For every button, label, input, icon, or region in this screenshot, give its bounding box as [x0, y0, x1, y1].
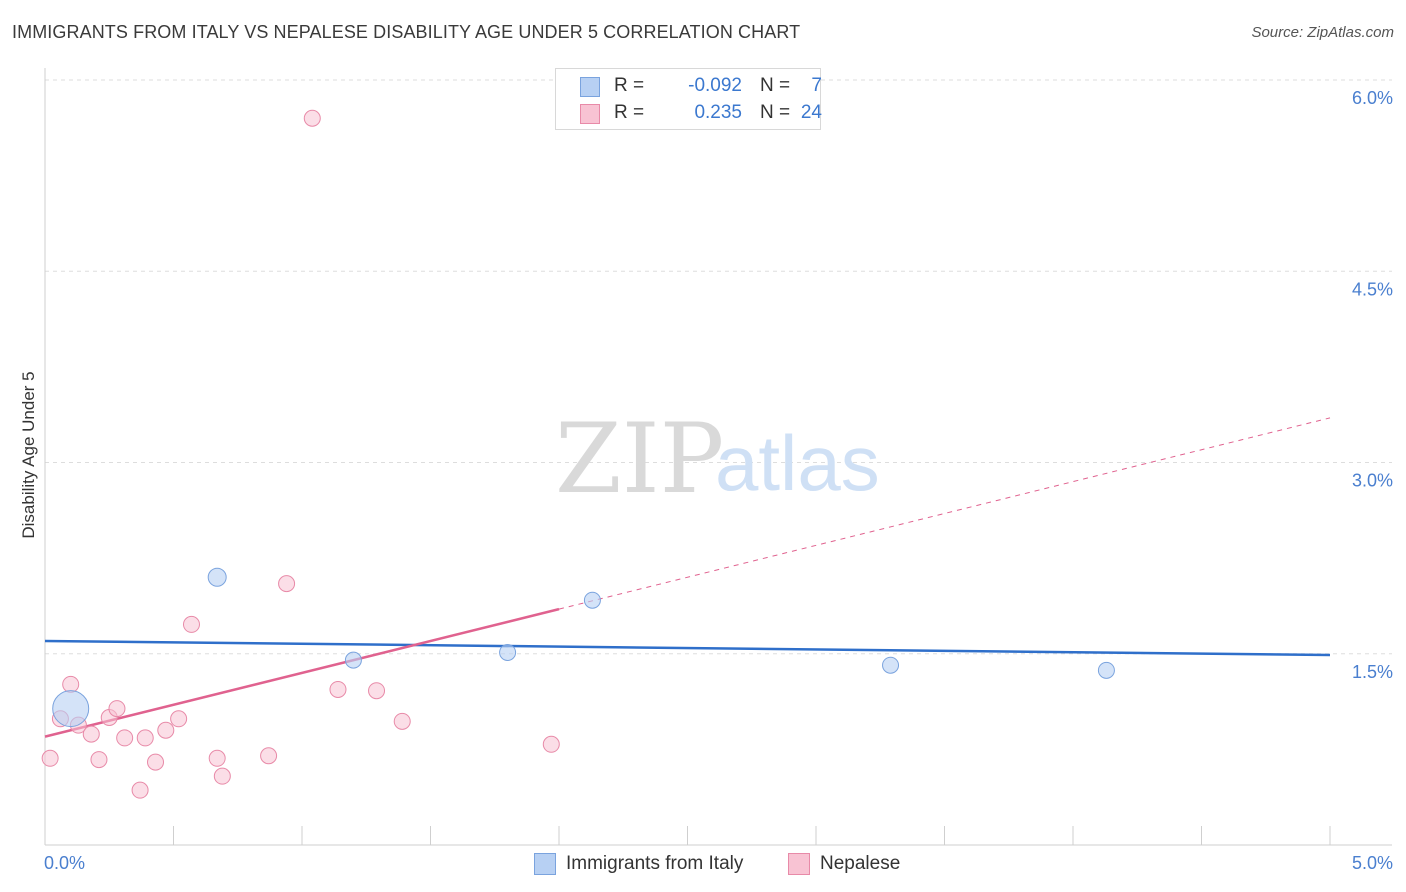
legend-n-value: 7 [811, 75, 822, 96]
y-tick-label: 1.5% [1352, 662, 1393, 682]
x-tick-label: 0.0% [44, 853, 85, 873]
data-point-italy [1097, 661, 1115, 679]
axis-layer: 1.5% 3.0% 4.5% 6.0% 0.0% 5.0% [44, 68, 1393, 873]
data-point-nepal [82, 725, 100, 743]
y-tick-label: 3.0% [1352, 471, 1393, 491]
data-point-nepal [213, 767, 231, 785]
data-point-italy [207, 567, 227, 587]
legend-r-value: 0.235 [694, 102, 742, 123]
y-tick-label: 4.5% [1352, 279, 1393, 299]
x-tick-label: 5.0% [1352, 853, 1393, 873]
trend-line-nepal [44, 607, 560, 738]
trend-layer [44, 417, 1331, 738]
bottom-legend-label-italy: Immigrants from Italy [566, 853, 744, 874]
correlation-legend: R = -0.092 N = 7 R = 0.235 N = 24 [555, 68, 822, 130]
legend-r-label: R = [614, 75, 645, 96]
bottom-legend-label-nepal: Nepalese [820, 853, 901, 874]
data-point-nepal [90, 751, 108, 769]
data-point-italy [344, 651, 362, 669]
bottom-legend-swatch-italy [534, 853, 556, 875]
data-point-nepal [368, 682, 386, 700]
legend-r-value: -0.092 [688, 75, 742, 96]
data-point-nepal [62, 675, 80, 693]
data-point-nepal [329, 680, 347, 698]
data-point-nepal [260, 747, 278, 765]
data-point-nepal [108, 700, 126, 718]
data-point-nepal [41, 749, 59, 767]
data-point-nepal [278, 575, 296, 593]
data-point-nepal [182, 615, 200, 633]
legend-r-label: R = [614, 102, 645, 123]
data-point-italy [882, 656, 900, 674]
watermark: ZIP atlas [555, 403, 880, 515]
data-point-nepal [116, 729, 134, 747]
data-point-nepal [147, 753, 165, 771]
data-point-italy [499, 643, 517, 661]
data-point-nepal [170, 710, 188, 728]
legend-n-label: N = [760, 102, 791, 123]
data-point-nepal [157, 721, 175, 739]
watermark-atlas: atlas [715, 419, 880, 507]
legend-swatch-nepal [580, 104, 600, 124]
legend-swatch-italy [580, 77, 600, 97]
data-point-nepal [208, 749, 226, 767]
data-point-nepal [131, 781, 149, 799]
grid-layer [45, 79, 1392, 655]
data-point-nepal [303, 109, 321, 127]
bottom-legend-swatch-nepal [788, 853, 810, 875]
legend-n-label: N = [760, 75, 791, 96]
legend-n-value: 24 [800, 102, 822, 123]
data-point-nepal [136, 729, 154, 747]
data-point-italy [52, 690, 90, 728]
data-point-nepal [393, 712, 411, 730]
trend-line-italy [44, 639, 1331, 657]
source-label: Source: ZipAtlas.com [1251, 24, 1394, 41]
chart-title: IMMIGRANTS FROM ITALY VS NEPALESE DISABI… [12, 22, 801, 42]
trend-line-nepal-extension [558, 417, 1331, 610]
data-point-italy [583, 591, 601, 609]
y-tick-label: 6.0% [1352, 88, 1393, 108]
point-layer [41, 109, 1115, 799]
watermark-zip: ZIP [555, 403, 724, 515]
y-axis-label: Disability Age Under 5 [19, 371, 38, 538]
data-point-nepal [542, 735, 560, 753]
